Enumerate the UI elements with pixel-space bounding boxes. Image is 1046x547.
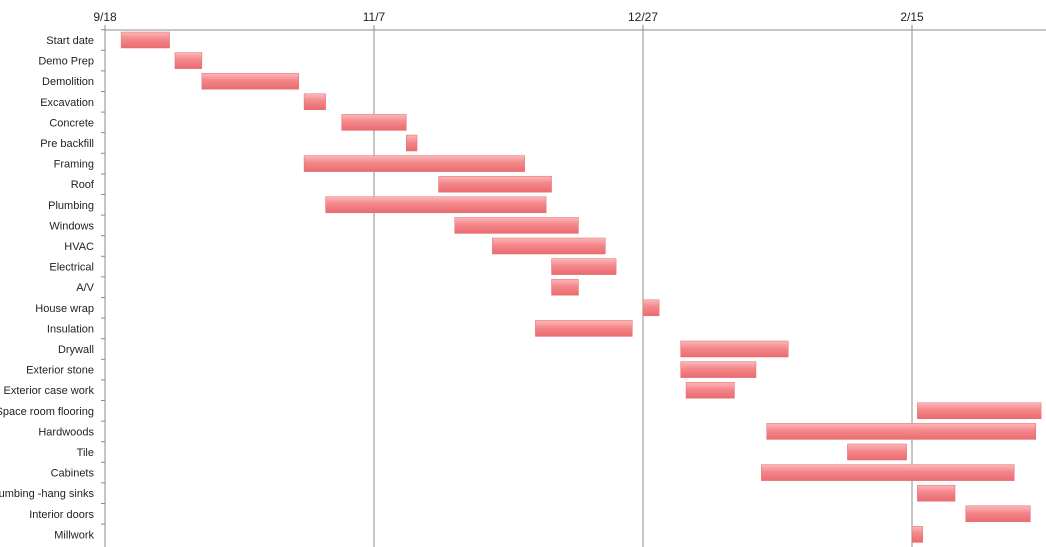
task-label: Roof: [71, 179, 95, 191]
task-label: A/V: [76, 282, 94, 294]
gantt-bar: [965, 505, 1031, 523]
task-label: Pre backfill: [40, 138, 94, 150]
task-label: Plumbing -hang sinks: [0, 488, 94, 500]
task-label: Insulation: [47, 323, 94, 335]
task-label: Start date: [46, 35, 94, 47]
gantt-bar: [438, 175, 552, 193]
gantt-bar: [847, 443, 907, 461]
task-label: HVAC: [64, 241, 94, 253]
gantt-bar: [535, 320, 633, 337]
gantt-bar: [680, 361, 757, 378]
gantt-bar: [341, 114, 407, 131]
x-tick-label: 2/15: [900, 10, 924, 24]
task-label: Drywall: [58, 344, 94, 356]
gantt-bar: [174, 52, 203, 69]
gantt-bar: [761, 464, 1015, 481]
gantt-bar: [303, 155, 525, 172]
task-label: Electrical: [49, 262, 94, 274]
gantt-bar: [685, 381, 735, 399]
task-label: House wrap: [35, 303, 94, 315]
gantt-bar: [917, 402, 1042, 420]
x-tick-label: 12/27: [628, 10, 658, 24]
task-label: Tile: [77, 447, 94, 459]
task-label: Exterior case work: [4, 385, 95, 397]
task-label: Space room flooring: [0, 406, 94, 418]
task-label: Plumbing: [48, 200, 94, 212]
task-label: Cabinets: [51, 468, 95, 480]
gantt-bar: [911, 526, 924, 543]
task-label: Framing: [54, 159, 94, 171]
gantt-bar: [917, 484, 956, 502]
task-label: Millwork: [54, 529, 94, 541]
task-label: Hardwoods: [38, 426, 94, 438]
x-tick-label: 9/18: [93, 10, 117, 24]
task-label: Exterior stone: [26, 365, 94, 377]
gantt-bar: [325, 196, 547, 214]
gantt-bar: [551, 258, 617, 275]
gantt-bar: [551, 278, 579, 296]
gantt-bar: [303, 93, 326, 111]
gantt-bar: [454, 217, 579, 234]
gantt-bar: [680, 340, 789, 358]
task-label: Excavation: [40, 97, 94, 109]
gantt-bar: [201, 72, 299, 90]
gantt-bar: [492, 237, 606, 255]
gantt-bar: [406, 134, 418, 152]
task-label: Interior doors: [29, 509, 94, 521]
gantt-bar: [642, 299, 660, 317]
task-label: Demo Prep: [38, 56, 94, 68]
task-label: Concrete: [49, 117, 94, 129]
gantt-bar: [766, 423, 1036, 440]
x-tick-label: 11/7: [363, 10, 386, 24]
gantt-bar: [120, 31, 170, 49]
task-label: Windows: [49, 220, 94, 232]
task-label: Demolition: [42, 76, 94, 88]
